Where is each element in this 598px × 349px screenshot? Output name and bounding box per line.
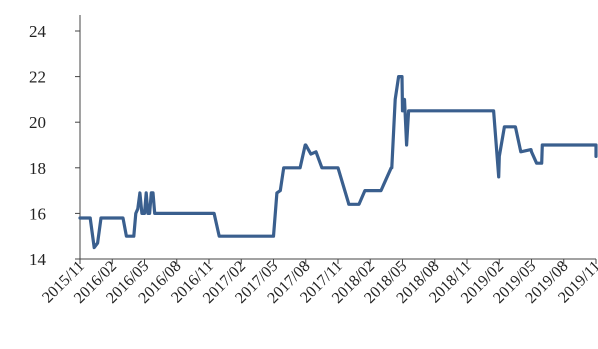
y-tick-label: 16 (29, 204, 46, 223)
y-tick-label: 20 (29, 113, 46, 132)
series-group (78, 74, 598, 250)
x-axis-ticks: 2015/112016/022016/052016/082016/112017/… (39, 258, 598, 307)
series-line-0 (78, 74, 598, 250)
y-tick-label: 22 (29, 68, 46, 87)
y-tick-label: 14 (29, 250, 47, 269)
y-tick-label: 24 (29, 22, 47, 41)
y-tick-label: 18 (29, 159, 46, 178)
y-axis-ticks: 14 16 18 20 22 24 (29, 22, 80, 269)
